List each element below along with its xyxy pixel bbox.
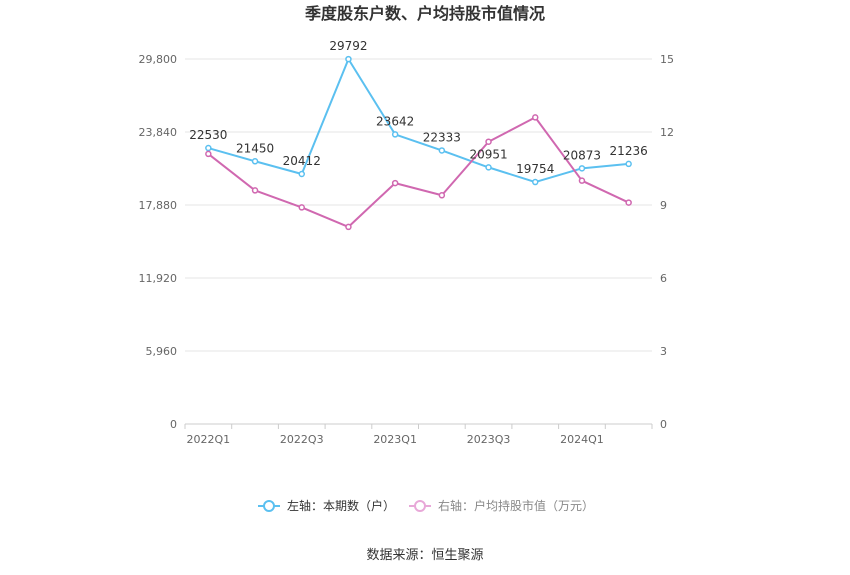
legend-label-right: 右轴：户均持股市值（万元） <box>438 498 594 513</box>
data-label: 20873 <box>563 148 601 162</box>
data-point-right[interactable] <box>625 199 632 206</box>
data-source: 数据来源：恒生聚源 <box>366 548 483 563</box>
axis-layer: 0 5,960 11,920 17,880 23,840 29,800 0 3 6 9 12 15 20… <box>139 53 675 446</box>
data-label: 21236 <box>610 144 648 158</box>
x-tick-label: 2023Q3 <box>467 433 511 446</box>
data-label: 23642 <box>376 114 414 128</box>
right-y-tick-label: 6 <box>660 272 667 285</box>
x-tick-label: 2022Q1 <box>187 433 231 446</box>
data-point-left[interactable] <box>391 131 399 138</box>
right-y-tick-label: 15 <box>660 53 674 66</box>
grid-layer <box>185 58 652 425</box>
series-layer <box>205 55 632 231</box>
label-layer: 22530 21450 20412 29792 23642 22333 20951 19754… <box>189 39 647 176</box>
data-label: 29792 <box>329 39 367 53</box>
legend-item-left-series[interactable]: 左轴：本期数（户） <box>258 498 395 513</box>
data-label: 21450 <box>236 141 274 155</box>
legend-item-right-series[interactable]: 右轴：户均持股市值（万元） <box>409 498 594 513</box>
data-label: 20412 <box>283 154 321 168</box>
data-point-left[interactable] <box>205 144 212 152</box>
right-y-tick-label: 9 <box>660 199 667 212</box>
x-tick-label: 2022Q3 <box>280 433 324 446</box>
data-point-left[interactable] <box>251 158 259 165</box>
data-point-right[interactable] <box>391 179 399 187</box>
data-point-right[interactable] <box>345 223 352 231</box>
series-line-left <box>208 58 629 184</box>
left-y-tick-label: 0 <box>170 418 177 431</box>
left-y-tick-label: 17,880 <box>139 199 178 212</box>
data-point-right[interactable] <box>251 187 259 194</box>
data-point-left[interactable] <box>625 160 632 168</box>
data-point-left[interactable] <box>532 178 539 186</box>
data-point-left[interactable] <box>345 55 352 63</box>
data-point-right[interactable] <box>578 177 586 184</box>
left-y-tick-label: 29,800 <box>139 53 178 66</box>
left-y-tick-label: 11,920 <box>139 272 178 285</box>
left-y-tick-label: 5,960 <box>146 345 178 358</box>
data-point-right[interactable] <box>205 150 212 158</box>
data-label: 22333 <box>423 130 461 144</box>
data-point-right[interactable] <box>298 204 305 211</box>
legend-marker-left <box>263 500 275 512</box>
right-y-tick-label: 0 <box>660 418 667 431</box>
data-point-left[interactable] <box>485 164 492 171</box>
data-point-right[interactable] <box>485 138 492 145</box>
left-y-tick-label: 23,840 <box>139 126 178 139</box>
data-point-right[interactable] <box>438 192 446 199</box>
series-line-right <box>207 116 630 228</box>
data-point-left[interactable] <box>578 165 586 172</box>
x-tick-label: 2023Q1 <box>373 433 417 446</box>
data-label: 19754 <box>516 162 554 176</box>
chart-title: 季度股东户数、户均持股市值情况 <box>304 4 545 23</box>
data-point-left[interactable] <box>298 170 305 178</box>
data-label: 20951 <box>469 147 507 161</box>
legend-marker-right <box>414 500 426 512</box>
x-tick-label: 2024Q1 <box>560 433 604 446</box>
legend: 左轴：本期数（户） 右轴：户均持股市值（万元） <box>258 498 594 513</box>
data-point-left[interactable] <box>438 147 446 154</box>
right-y-tick-label: 3 <box>660 345 667 358</box>
legend-label-left: 左轴：本期数（户） <box>287 498 395 513</box>
right-y-tick-label: 12 <box>660 126 674 139</box>
data-point-right[interactable] <box>532 114 539 121</box>
data-label: 22530 <box>189 128 227 142</box>
